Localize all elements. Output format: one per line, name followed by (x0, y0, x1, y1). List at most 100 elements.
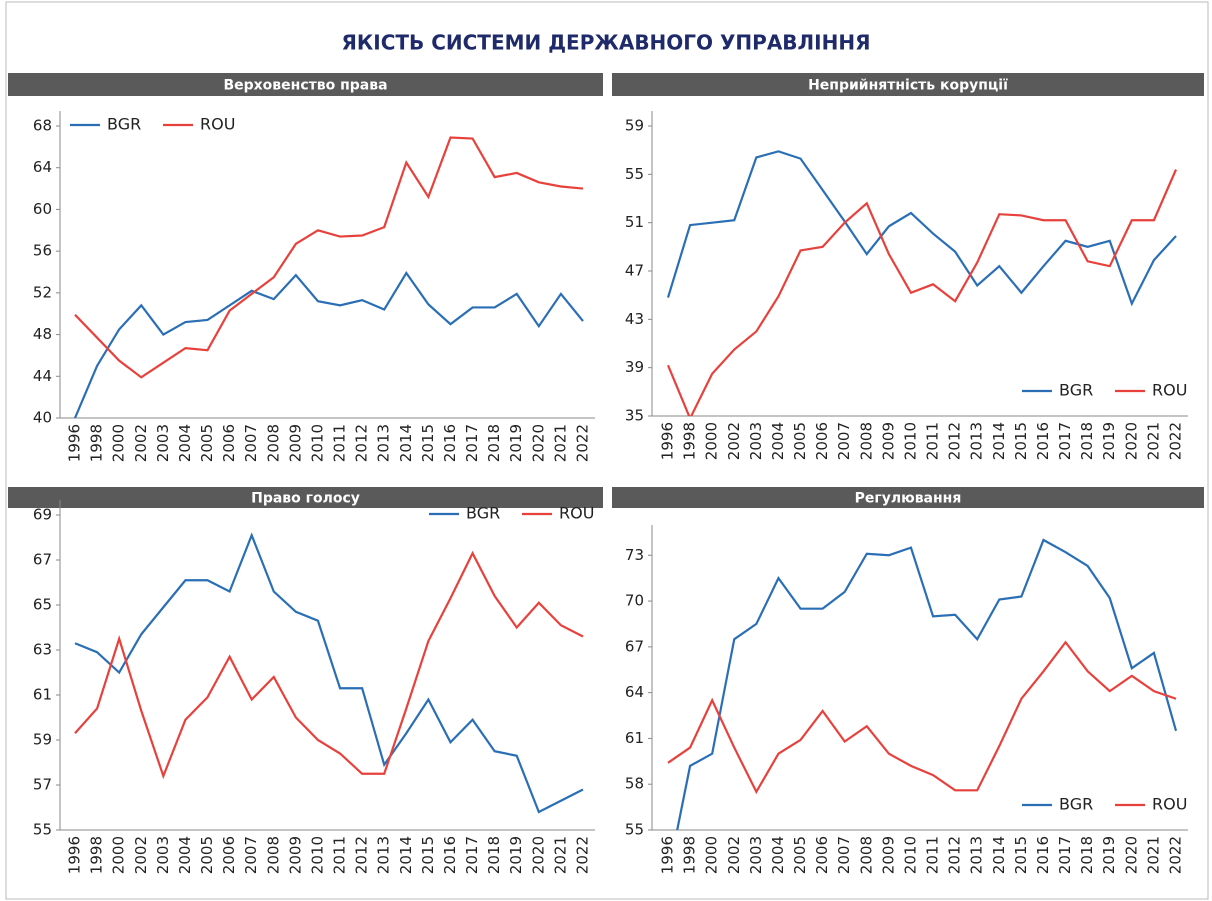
y-tick-label: 67 (625, 637, 644, 655)
legend-label: BGR (1059, 795, 1093, 814)
legend-label: BGR (107, 115, 141, 134)
x-tick-label: 2009 (286, 424, 304, 462)
x-tick-label: 2016 (1034, 422, 1052, 460)
x-tick-label: 2005 (791, 836, 809, 874)
y-tick-label: 55 (625, 821, 644, 839)
x-tick-label: 2002 (725, 836, 743, 874)
x-tick-label: 2003 (154, 836, 172, 874)
legend-label: ROU (1152, 381, 1187, 400)
series-line (74, 136, 584, 379)
y-tick-label: 51 (625, 213, 644, 231)
x-tick-label: 2008 (857, 422, 875, 460)
x-tick-label: 2016 (441, 836, 459, 874)
x-tick-label: 2004 (176, 424, 194, 462)
x-tick-label: 2014 (990, 422, 1008, 460)
panel-title: Верховенство права (223, 78, 387, 94)
x-tick-label: 2003 (747, 422, 765, 460)
x-tick-label: 2004 (769, 422, 787, 460)
legend-label: ROU (1152, 795, 1187, 814)
y-tick-label: 61 (33, 686, 52, 704)
y-tick-label: 63 (33, 641, 52, 659)
x-tick-label: 2017 (1056, 836, 1074, 874)
x-tick-label: 2018 (485, 836, 503, 874)
y-tick-label: 44 (33, 367, 52, 385)
y-tick-label: 59 (625, 117, 644, 135)
panel-title: Регулювання (855, 491, 962, 507)
x-tick-label: 2000 (703, 422, 721, 460)
panel-header (612, 487, 1204, 508)
y-tick-label: 67 (33, 551, 52, 569)
y-tick-label: 70 (625, 592, 644, 610)
x-tick-label: 2002 (132, 836, 150, 874)
x-tick-label: 2011 (331, 424, 349, 462)
y-tick-label: 60 (33, 200, 52, 218)
x-tick-label: 2011 (924, 836, 942, 874)
x-tick-label: 2013 (375, 836, 393, 874)
x-tick-label: 2022 (1167, 422, 1185, 460)
x-tick-label: 2017 (463, 836, 481, 874)
y-tick-label: 58 (625, 775, 644, 793)
y-tick-label: 39 (625, 358, 644, 376)
x-tick-label: 2017 (463, 424, 481, 462)
x-tick-label: 2004 (176, 836, 194, 874)
y-tick-label: 61 (625, 729, 644, 747)
series-line (666, 150, 1177, 307)
x-tick-label: 2012 (353, 836, 371, 874)
series-line (73, 271, 584, 418)
x-tick-label: 2021 (551, 836, 569, 874)
y-tick-label: 52 (33, 283, 52, 301)
x-tick-label: 2016 (1034, 836, 1052, 874)
x-tick-label: 2014 (990, 836, 1008, 874)
x-tick-label: 2011 (331, 836, 349, 874)
panel-header (8, 487, 603, 508)
x-tick-label: 2022 (574, 836, 592, 874)
x-tick-label: 2013 (968, 836, 986, 874)
series-line (74, 550, 584, 780)
x-tick-label: 2010 (901, 422, 919, 460)
x-tick-label: 2006 (220, 424, 238, 462)
x-tick-label: 2018 (1078, 836, 1096, 874)
x-tick-label: 2015 (419, 836, 437, 874)
x-tick-label: 2003 (747, 836, 765, 874)
legend-label: ROU (200, 115, 235, 134)
y-tick-label: 47 (625, 262, 644, 280)
legend-label: ROU (559, 504, 594, 523)
y-tick-label: 59 (33, 731, 52, 749)
x-tick-label: 2013 (968, 422, 986, 460)
x-tick-label: 2020 (1122, 422, 1140, 460)
x-tick-label: 2004 (769, 836, 787, 874)
x-tick-label: 2016 (441, 424, 459, 462)
x-tick-label: 2015 (1012, 836, 1030, 874)
x-tick-label: 1996 (66, 424, 84, 462)
panel-header (612, 73, 1204, 96)
x-tick-label: 2012 (946, 836, 964, 874)
x-tick-label: 2018 (1078, 422, 1096, 460)
x-tick-label: 2002 (132, 424, 150, 462)
panel-title: Неприйнятність корупції (808, 78, 1008, 94)
x-tick-label: 2005 (791, 422, 809, 460)
series-line (676, 538, 1178, 830)
frame (5, 1, 1209, 900)
x-tick-label: 1998 (681, 422, 699, 460)
x-tick-label: 1998 (88, 836, 106, 874)
x-tick-label: 2009 (879, 422, 897, 460)
x-tick-label: 2010 (308, 836, 326, 874)
x-tick-label: 2021 (1144, 422, 1162, 460)
x-tick-label: 2000 (110, 424, 128, 462)
x-tick-label: 2019 (1100, 836, 1118, 874)
x-tick-label: 2012 (353, 424, 371, 462)
series-line (74, 532, 584, 814)
y-tick-label: 35 (625, 407, 644, 425)
x-tick-label: 2022 (574, 424, 592, 462)
legend-label: BGR (1059, 381, 1093, 400)
y-tick-label: 65 (33, 596, 52, 614)
x-tick-label: 2007 (835, 836, 853, 874)
x-tick-label: 2006 (813, 836, 831, 874)
panel-header (8, 73, 603, 96)
x-tick-label: 2020 (529, 424, 547, 462)
x-tick-label: 2010 (308, 424, 326, 462)
x-tick-label: 1996 (659, 422, 677, 460)
x-tick-label: 2007 (835, 422, 853, 460)
x-tick-label: 2008 (264, 424, 282, 462)
